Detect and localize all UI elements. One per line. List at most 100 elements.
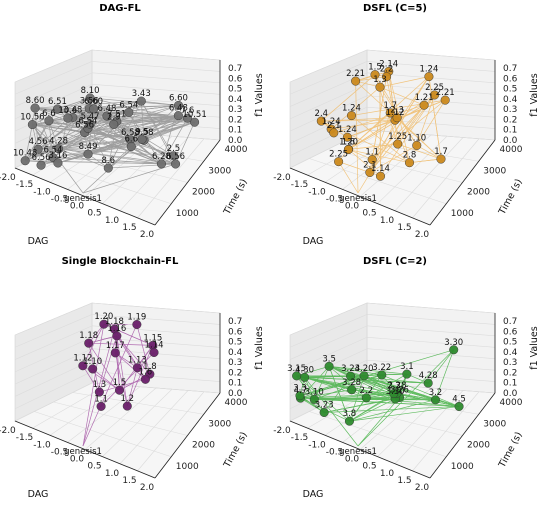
point-label: 6.48 bbox=[98, 104, 117, 114]
genesis-edge bbox=[355, 81, 359, 194]
y-tick-label: 2000 bbox=[192, 441, 215, 451]
x-tick-label: 1.0 bbox=[105, 469, 120, 479]
data-point bbox=[436, 154, 446, 164]
edges bbox=[24, 97, 195, 194]
y-axis-label: Time (s) bbox=[221, 430, 249, 470]
point-label: 4.56 bbox=[29, 137, 48, 147]
genesis-edge bbox=[82, 163, 176, 194]
point-label: 8.60 bbox=[26, 96, 45, 106]
point-label: 3.48 bbox=[63, 106, 82, 116]
y-tick-label: 2000 bbox=[467, 441, 490, 451]
data-point bbox=[132, 363, 142, 373]
point-label: 9.5 bbox=[135, 127, 149, 137]
edge bbox=[304, 373, 407, 378]
point-label: 1.18 bbox=[105, 317, 124, 327]
data-point bbox=[132, 319, 142, 330]
point-label: 8.6 bbox=[102, 156, 116, 166]
point-label: 4.28 bbox=[419, 371, 438, 381]
genesis-label: genesis1 bbox=[339, 447, 377, 457]
subplot-title: DSFL (C=2) bbox=[363, 256, 427, 267]
point-label: 3.30 bbox=[386, 387, 405, 397]
point-label: 3.28 bbox=[342, 378, 361, 388]
point-label: 1.24 bbox=[419, 65, 438, 75]
genesis-label: genesis1 bbox=[339, 194, 377, 204]
edge bbox=[89, 124, 109, 169]
point-label: 6.54 bbox=[78, 116, 97, 126]
edge bbox=[416, 99, 446, 146]
point-label: 1.20 bbox=[94, 312, 113, 322]
point-label: 1.10 bbox=[83, 357, 102, 367]
edge bbox=[324, 406, 460, 413]
point-label: 6.60 bbox=[169, 93, 188, 103]
data-point bbox=[182, 113, 193, 123]
z-tick-label: 0.2 bbox=[503, 368, 517, 378]
point-label: 2.14 bbox=[379, 59, 398, 69]
edge bbox=[366, 397, 460, 407]
data-point bbox=[88, 364, 98, 374]
data-point bbox=[423, 378, 433, 388]
data-point bbox=[89, 104, 99, 114]
edge bbox=[82, 324, 105, 366]
x-tick-label: -1.5 bbox=[16, 180, 34, 190]
point-label: 6.54 bbox=[119, 100, 138, 110]
edge bbox=[428, 76, 442, 160]
point-label: 1.2 bbox=[121, 394, 135, 404]
point-label: 1.18 bbox=[79, 331, 98, 341]
data-point bbox=[292, 371, 302, 381]
x-tick-label: 0.0 bbox=[70, 455, 85, 465]
edge bbox=[348, 149, 410, 164]
data-point bbox=[375, 82, 385, 92]
point-label: 6.56 bbox=[75, 121, 94, 131]
edge bbox=[126, 345, 154, 407]
point-label: 2.25 bbox=[425, 83, 444, 93]
data-point bbox=[36, 160, 46, 170]
x-tick-label: 1.0 bbox=[380, 469, 395, 479]
y-tick-label: 4000 bbox=[225, 398, 248, 408]
point-label: 10.48 bbox=[13, 149, 37, 159]
x-tick-label: 0.0 bbox=[70, 202, 85, 212]
edge bbox=[58, 97, 91, 149]
subplot-title: Single Blockchain-FL bbox=[62, 256, 179, 267]
data-point bbox=[324, 361, 334, 371]
point-label: 2.21 bbox=[346, 69, 365, 79]
x-tick-label: -1.5 bbox=[291, 433, 309, 443]
data-point bbox=[454, 401, 464, 411]
x-tick-label: 2.0 bbox=[140, 483, 155, 493]
x-tick-label: 1.5 bbox=[397, 223, 411, 233]
y-tick-label: 2000 bbox=[467, 188, 490, 198]
data-point bbox=[27, 120, 37, 130]
point-label: 1.16 bbox=[107, 324, 126, 334]
edge bbox=[82, 365, 100, 393]
point-label: 4.30 bbox=[295, 365, 314, 375]
z-tick-label: 0.5 bbox=[228, 85, 242, 95]
edge bbox=[57, 97, 91, 110]
data-point bbox=[430, 395, 441, 405]
edge bbox=[38, 139, 131, 150]
x-tick-label: -1.0 bbox=[308, 440, 326, 450]
edge bbox=[113, 124, 162, 165]
x-tick-label: -0.5 bbox=[326, 447, 344, 457]
data-point bbox=[52, 104, 63, 114]
edge bbox=[348, 117, 398, 150]
z-tick-label: 0.3 bbox=[503, 105, 517, 115]
z-tick-label: 0.2 bbox=[228, 115, 242, 125]
y-axis-label: Time (s) bbox=[496, 430, 524, 470]
genesis-edge bbox=[338, 161, 359, 194]
point-label: 4.5 bbox=[452, 394, 466, 404]
x-tick-label: 1.5 bbox=[397, 476, 411, 486]
point-label: 1.12 bbox=[73, 354, 92, 364]
edge bbox=[328, 366, 350, 422]
edge bbox=[416, 94, 435, 146]
point-label: 3.3 bbox=[293, 384, 307, 394]
edge bbox=[296, 375, 325, 413]
edge bbox=[90, 97, 179, 106]
data-point bbox=[112, 331, 122, 341]
point-label: 3.10 bbox=[305, 387, 324, 397]
edge bbox=[32, 124, 176, 165]
edge bbox=[397, 143, 442, 160]
data-point bbox=[361, 393, 371, 403]
point-label: 6.48 bbox=[169, 104, 188, 114]
point-label: 1.24 bbox=[322, 117, 341, 127]
z-tick-label: 0.4 bbox=[228, 348, 243, 358]
data-point bbox=[54, 144, 64, 154]
